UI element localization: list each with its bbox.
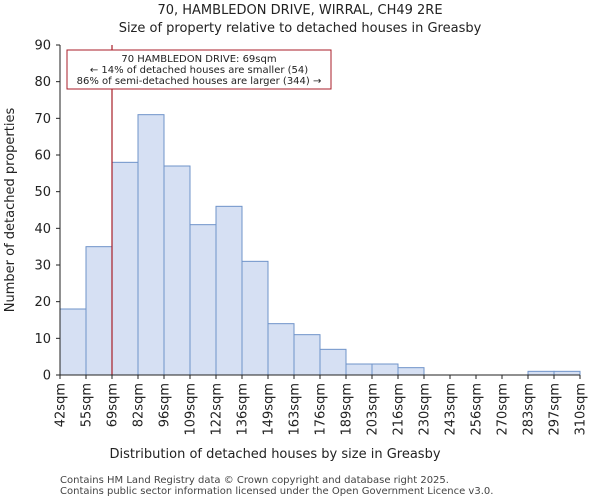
x-tick-label-109sqm: 109sqm — [184, 383, 199, 436]
bar-82sqm — [137, 114, 165, 376]
y-tick-label-40: 40 — [34, 222, 51, 237]
bar-69sqm — [111, 161, 139, 376]
marker-layer: 70 HAMBLEDON DRIVE: 69sqm← 14% of detach… — [66, 45, 332, 375]
y-tick-label-20: 20 — [34, 295, 51, 310]
y-tick-label-60: 60 — [34, 149, 51, 164]
bar-203sqm — [371, 363, 399, 376]
y-tick-label-50: 50 — [34, 185, 51, 200]
y-tick-label-80: 80 — [34, 75, 51, 90]
x-tick-label-163sqm: 163sqm — [288, 383, 303, 436]
y-tick-label-10: 10 — [34, 332, 51, 347]
x-tick-label-55sqm: 55sqm — [80, 383, 95, 427]
x-tick-label-69sqm: 69sqm — [106, 383, 121, 427]
annotation-line-1: 70 HAMBLEDON DRIVE: 69sqm — [121, 54, 276, 65]
annotation-line-3: 86% of semi-detached houses are larger (… — [77, 76, 322, 87]
x-tick-label-82sqm: 82sqm — [132, 383, 147, 427]
x-tick-label-216sqm: 216sqm — [392, 383, 407, 436]
y-tick-labels: 0 10 20 30 40 50 60 70 80 90 — [34, 39, 51, 384]
bar-136sqm — [241, 260, 269, 376]
y-tick-label-90: 90 — [34, 39, 51, 54]
bar-283sqm — [527, 370, 555, 376]
y-tick-label-0: 0 — [43, 369, 51, 384]
x-tick-label-297sqm: 297sqm — [548, 383, 563, 436]
x-tick-label-230sqm: 230sqm — [418, 383, 433, 436]
annotation-line-2: ← 14% of detached houses are smaller (54… — [90, 65, 308, 76]
x-tick-label-96sqm: 96sqm — [158, 383, 173, 427]
y-axis-label: Number of detached properties — [3, 108, 18, 313]
x-tick-label-243sqm: 243sqm — [444, 383, 459, 436]
chart-title-line2: Size of property relative to detached ho… — [119, 21, 482, 36]
bar-122sqm — [215, 205, 243, 376]
axes — [56, 44, 581, 379]
bar-149sqm — [267, 323, 295, 376]
bar-series — [59, 114, 581, 376]
x-tick-label-176sqm: 176sqm — [314, 383, 329, 436]
chart-title-line1: 70, HAMBLEDON DRIVE, WIRRAL, CH49 2RE — [157, 3, 442, 18]
annotation-box — [66, 49, 332, 90]
bar-109sqm — [189, 224, 217, 376]
bar-96sqm — [163, 165, 191, 376]
x-tick-label-136sqm: 136sqm — [236, 383, 251, 436]
x-tick-label-203sqm: 203sqm — [366, 383, 381, 436]
x-tick-label-256sqm: 256sqm — [470, 383, 485, 436]
bar-189sqm — [345, 363, 373, 376]
x-tick-label-149sqm: 149sqm — [262, 383, 277, 436]
bar-176sqm — [319, 348, 347, 376]
x-tick-label-270sqm: 270sqm — [496, 383, 511, 436]
x-tick-label-122sqm: 122sqm — [210, 383, 225, 436]
y-tick-label-70: 70 — [34, 112, 51, 127]
bar-55sqm — [85, 246, 113, 376]
footer-line1: Contains HM Land Registry data © Crown c… — [60, 475, 449, 486]
x-tick-label-42sqm: 42sqm — [54, 383, 69, 427]
x-tick-labels: 42sqm 55sqm 69sqm 82sqm 96sqm 109sqm 122sqm 136… — [54, 383, 589, 436]
x-axis-label: Distribution of detached houses by size … — [109, 447, 440, 462]
bar-163sqm — [293, 334, 321, 376]
y-tick-label-30: 30 — [34, 259, 51, 274]
x-tick-label-189sqm: 189sqm — [340, 383, 355, 436]
bar-297sqm — [553, 370, 581, 376]
footer-line2: Contains public sector information licen… — [60, 486, 493, 497]
bar-216sqm — [397, 367, 425, 376]
bar-42sqm — [59, 308, 87, 376]
x-tick-label-310sqm: 310sqm — [574, 383, 589, 436]
x-tick-label-283sqm: 283sqm — [522, 383, 537, 436]
